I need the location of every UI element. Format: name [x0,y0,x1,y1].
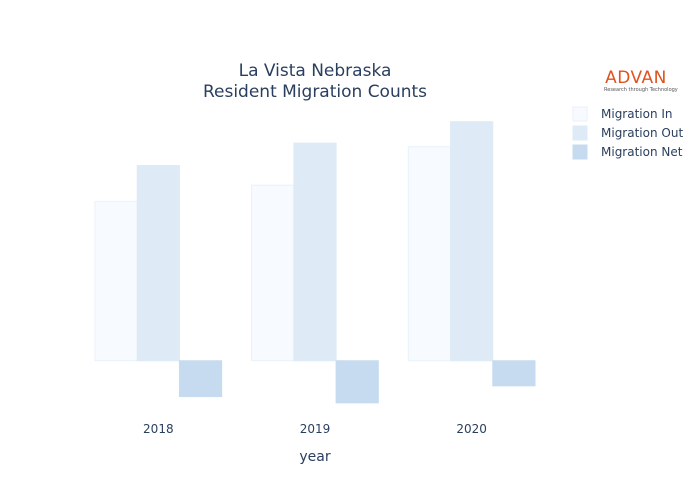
bar-migration-out-2020[interactable] [450,121,494,362]
bar-migration-net-2020[interactable] [492,360,536,387]
bar-migration-in-2018[interactable] [94,200,138,362]
x-tick-label: 2018 [143,422,174,436]
legend-swatch [572,125,588,141]
bar-migration-in-2020[interactable] [407,146,452,362]
chart-title-line1: La Vista Nebraska [239,61,392,81]
logo-wordmark: ADVAN [605,68,667,88]
legend-item-migration-in[interactable]: Migration In [572,106,673,122]
legend-item-migration-net[interactable]: Migration Net [572,144,683,160]
bar-migration-out-2019[interactable] [293,142,337,362]
advan-logo: ADVAN Research through Technology [604,68,678,93]
logo-tagline: Research through Technology [604,87,678,93]
legend[interactable]: Migration In Migration Out Migration Net [572,106,683,160]
legend-swatch [572,144,588,160]
chart-title: La Vista Nebraska Resident Migration Cou… [203,61,427,102]
x-tick-label: 2020 [456,422,487,436]
legend-label: Migration Out [601,126,683,140]
legend-label: Migration Net [601,145,683,159]
x-tick-label: 2019 [300,422,331,436]
legend-label: Migration In [601,107,673,121]
bar-migration-out-2018[interactable] [136,165,180,362]
legend-item-migration-out[interactable]: Migration Out [572,125,683,141]
x-axis-label: year [299,449,330,465]
bar-migration-net-2019[interactable] [335,360,379,404]
chart-title-line2: Resident Migration Counts [203,82,427,102]
x-axis-ticks: 2018 2019 2020 [143,422,487,436]
bar-migration-in-2019[interactable] [251,184,295,362]
legend-swatch [572,106,588,122]
bar-migration-net-2018[interactable] [178,360,223,398]
bars-group [94,121,536,404]
